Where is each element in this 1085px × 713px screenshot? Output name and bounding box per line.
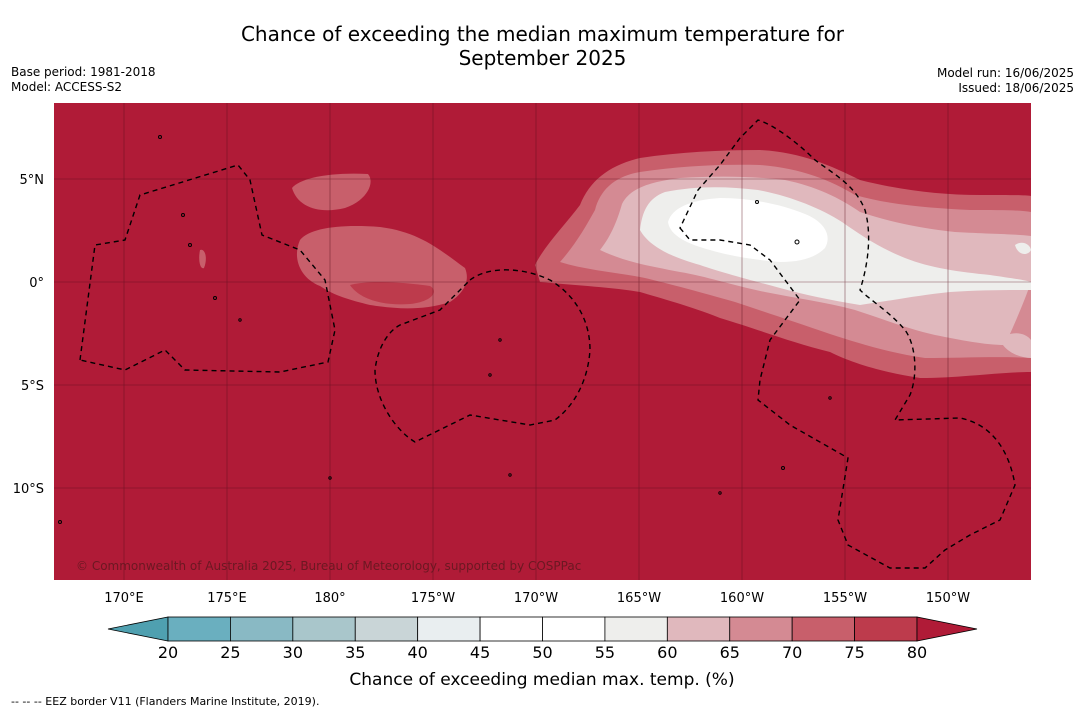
colorbar-segment bbox=[791, 616, 855, 642]
meta-left: Base period: 1981-2018 Model: ACCESS-S2 bbox=[11, 65, 156, 95]
latitude-ticks: 5°N 0° 5°S 10°S bbox=[13, 173, 44, 497]
colorbar-label: 30 bbox=[283, 643, 303, 662]
lat-tick: 10°S bbox=[13, 482, 44, 497]
colorbar-segment bbox=[354, 616, 419, 642]
lat-tick: 5°S bbox=[21, 379, 44, 394]
map-title-line2: September 2025 bbox=[458, 46, 627, 70]
colorbar-title: Chance of exceeding median max. temp. (%… bbox=[349, 670, 734, 690]
longitude-ticks: 170°E 175°E 180° 175°W 170°W 165°W 160°W… bbox=[104, 591, 970, 606]
colorbar-segment bbox=[604, 616, 668, 642]
colorbar-label: 65 bbox=[720, 643, 740, 662]
lat-tick: 0° bbox=[29, 276, 44, 291]
lon-tick: 175°W bbox=[411, 591, 455, 606]
colorbar-label: 80 bbox=[907, 643, 927, 662]
lon-tick: 160°W bbox=[720, 591, 764, 606]
colorbar-label: 70 bbox=[782, 643, 802, 662]
colorbar-label: 50 bbox=[532, 643, 552, 662]
model-run: Model run: 16/06/2025 bbox=[936, 66, 1074, 80]
lon-tick: 165°W bbox=[617, 591, 661, 606]
colorbar-label: 75 bbox=[844, 643, 864, 662]
lat-tick: 5°N bbox=[20, 173, 45, 188]
colorbar bbox=[107, 616, 978, 642]
map-title-line1: Chance of exceeding the median maximum t… bbox=[240, 22, 845, 46]
eez-borders bbox=[79, 119, 1016, 569]
lon-tick: 170°E bbox=[104, 591, 144, 606]
colorbar-segment bbox=[729, 616, 793, 642]
colorbar-segment bbox=[167, 616, 231, 642]
lon-tick: 180° bbox=[314, 591, 345, 606]
base-period: Base period: 1981-2018 bbox=[11, 65, 156, 79]
eez-footnote: -- -- -- EEZ border V11 (Flanders Marine… bbox=[11, 695, 320, 708]
colorbar-label: 55 bbox=[595, 643, 615, 662]
colorbar-segment bbox=[666, 616, 731, 642]
colorbar-segment bbox=[292, 616, 356, 642]
lon-tick: 155°W bbox=[823, 591, 867, 606]
lon-tick: 170°W bbox=[514, 591, 558, 606]
colorbar-label: 20 bbox=[158, 643, 178, 662]
colorbar-extend-high bbox=[916, 616, 978, 642]
islands bbox=[58, 135, 832, 524]
probability-contours bbox=[199, 150, 1031, 378]
colorbar-segment bbox=[854, 616, 918, 642]
colorbar-label: 60 bbox=[657, 643, 677, 662]
colorbar-label: 40 bbox=[407, 643, 427, 662]
colorbar-labels: 20 25 30 35 40 45 50 55 60 65 70 75 80 bbox=[158, 643, 927, 662]
lon-tick: 150°W bbox=[926, 591, 970, 606]
issued-date: Issued: 18/06/2025 bbox=[958, 81, 1074, 95]
colorbar-segment bbox=[417, 616, 481, 642]
copyright-notice: © Commonwealth of Australia 2025, Bureau… bbox=[76, 559, 581, 573]
lon-tick: 175°E bbox=[207, 591, 247, 606]
colorbar-label: 45 bbox=[470, 643, 490, 662]
colorbar-label: 35 bbox=[345, 643, 365, 662]
model-name: Model: ACCESS-S2 bbox=[11, 80, 123, 94]
colorbar-label: 25 bbox=[220, 643, 240, 662]
colorbar-segment bbox=[230, 616, 294, 642]
colorbar-segment bbox=[479, 616, 543, 642]
meta-right: Model run: 16/06/2025 Issued: 18/06/2025 bbox=[937, 66, 1074, 96]
colorbar-segment bbox=[542, 616, 606, 642]
colorbar-extend-low bbox=[107, 616, 169, 642]
graticule bbox=[54, 103, 1031, 580]
